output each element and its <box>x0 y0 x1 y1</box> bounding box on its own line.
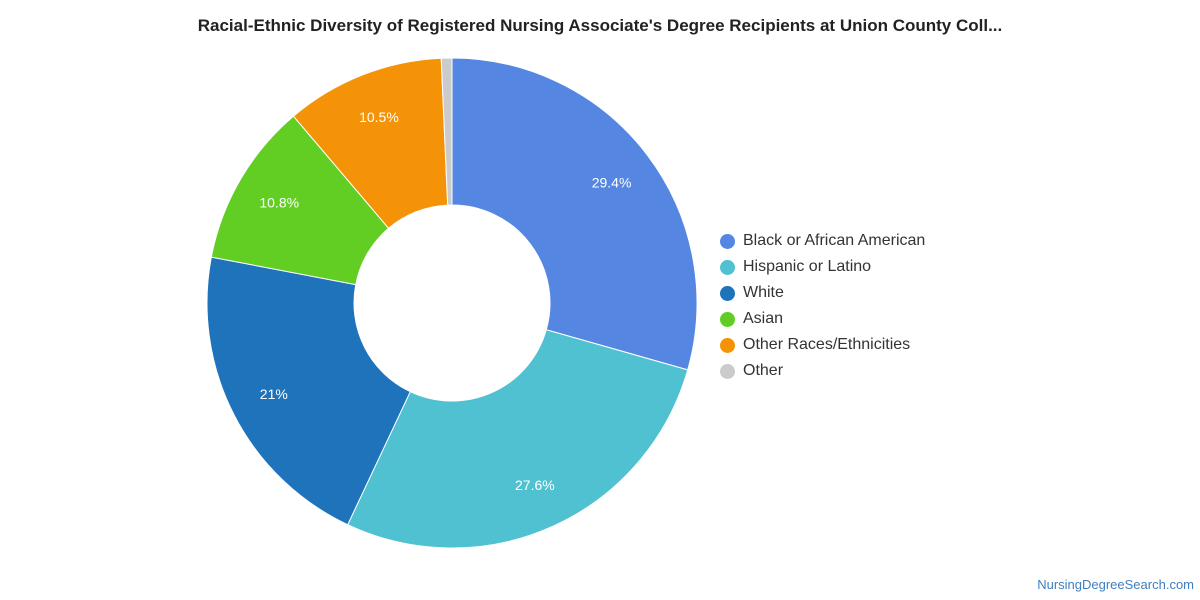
legend-item[interactable]: Other <box>720 358 925 384</box>
legend-item[interactable]: Other Races/Ethnicities <box>720 332 925 358</box>
legend-swatch <box>720 233 735 249</box>
legend-item[interactable]: Hispanic or Latino <box>720 254 925 280</box>
legend-label: Asian <box>743 310 784 327</box>
legend-label: Hispanic or Latino <box>743 258 872 275</box>
chart-legend: Black or African American Hispanic or Lat… <box>720 228 925 384</box>
legend-swatch <box>720 363 735 379</box>
watermark[interactable]: NursingDegreeSearch.com <box>1037 577 1194 592</box>
slice-value-label: 21% <box>260 386 288 402</box>
slice-value-label: 27.6% <box>515 477 555 493</box>
legend-swatch <box>720 311 735 327</box>
slice-black-or-african-american[interactable] <box>451 57 698 371</box>
chart-title: Racial-Ethnic Diversity of Registered Nu… <box>197 16 1003 35</box>
legend-swatch <box>720 337 735 353</box>
legend-item[interactable]: White <box>720 280 925 306</box>
legend-swatch <box>720 259 735 275</box>
slice-hispanic-or-latino[interactable] <box>347 329 689 549</box>
donut-slices <box>206 57 698 549</box>
legend-swatch <box>720 285 735 301</box>
legend-item[interactable]: Black or African American <box>720 228 925 254</box>
slice-value-label: 29.4% <box>592 174 632 190</box>
slice-other[interactable] <box>440 57 453 206</box>
donut-slice-labels: 29.4% 27.6% 21% 10.8% 10.5% <box>259 109 631 493</box>
legend-label: White <box>743 284 784 301</box>
legend-item[interactable]: Asian <box>720 306 925 332</box>
legend-label: Other Races/Ethnicities <box>743 336 911 353</box>
slice-white[interactable] <box>206 256 411 526</box>
legend-label: Other <box>743 362 784 379</box>
legend-label: Black or African American <box>743 232 926 249</box>
slice-other-races-ethnicities[interactable] <box>292 57 449 229</box>
slice-value-label: 10.8% <box>259 194 299 210</box>
slice-value-label: 10.5% <box>359 109 399 125</box>
